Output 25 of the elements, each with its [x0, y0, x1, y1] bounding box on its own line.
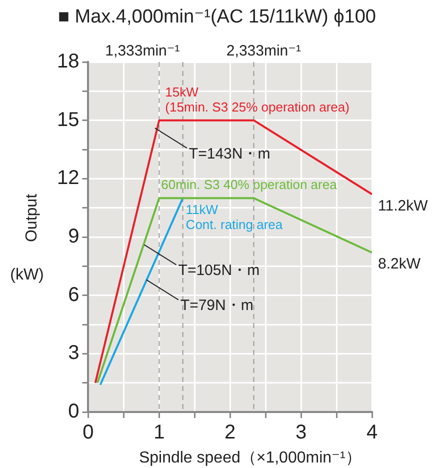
x-tick-label: 4: [366, 422, 378, 444]
x-tick-label: 3: [296, 422, 307, 444]
series-label: 15kW (15min. S3 25% operation area): [165, 84, 350, 114]
annotation: 8.2kW: [378, 256, 422, 273]
x-tick-label: 2: [224, 422, 236, 444]
annotation: T=105N・m: [178, 262, 260, 279]
x-axis-title: Spindle speed（×1,000min⁻¹）: [138, 449, 362, 466]
ref-line-label: 1,333min⁻¹: [105, 42, 180, 60]
y-tick-label: 3: [68, 342, 80, 364]
y-tick-label: 18: [56, 50, 80, 73]
x-tick-label: 1: [154, 422, 165, 444]
annotation: 11.2kW: [378, 197, 429, 214]
ref-line-label: 2,333min⁻¹: [226, 42, 302, 60]
annotation: T=143N・m: [188, 145, 270, 162]
x-tick-label: 0: [82, 422, 94, 444]
y-tick-label: 0: [68, 400, 80, 423]
series-label: 11kW Cont. rating area: [186, 202, 284, 232]
y-tick-label: 9: [68, 226, 80, 248]
annotation: T=79N・m: [180, 296, 254, 314]
chart-title: ■ Max.4,000min⁻¹(AC 15/11kW) ϕ100: [58, 6, 376, 28]
y-tick-label: 12: [56, 167, 80, 190]
text: Output (kW): [10, 194, 44, 284]
series-label: 60min. S3 40% operation area: [161, 177, 338, 192]
y-tick-label: 15: [56, 108, 80, 131]
y-tick-label: 6: [68, 284, 80, 306]
